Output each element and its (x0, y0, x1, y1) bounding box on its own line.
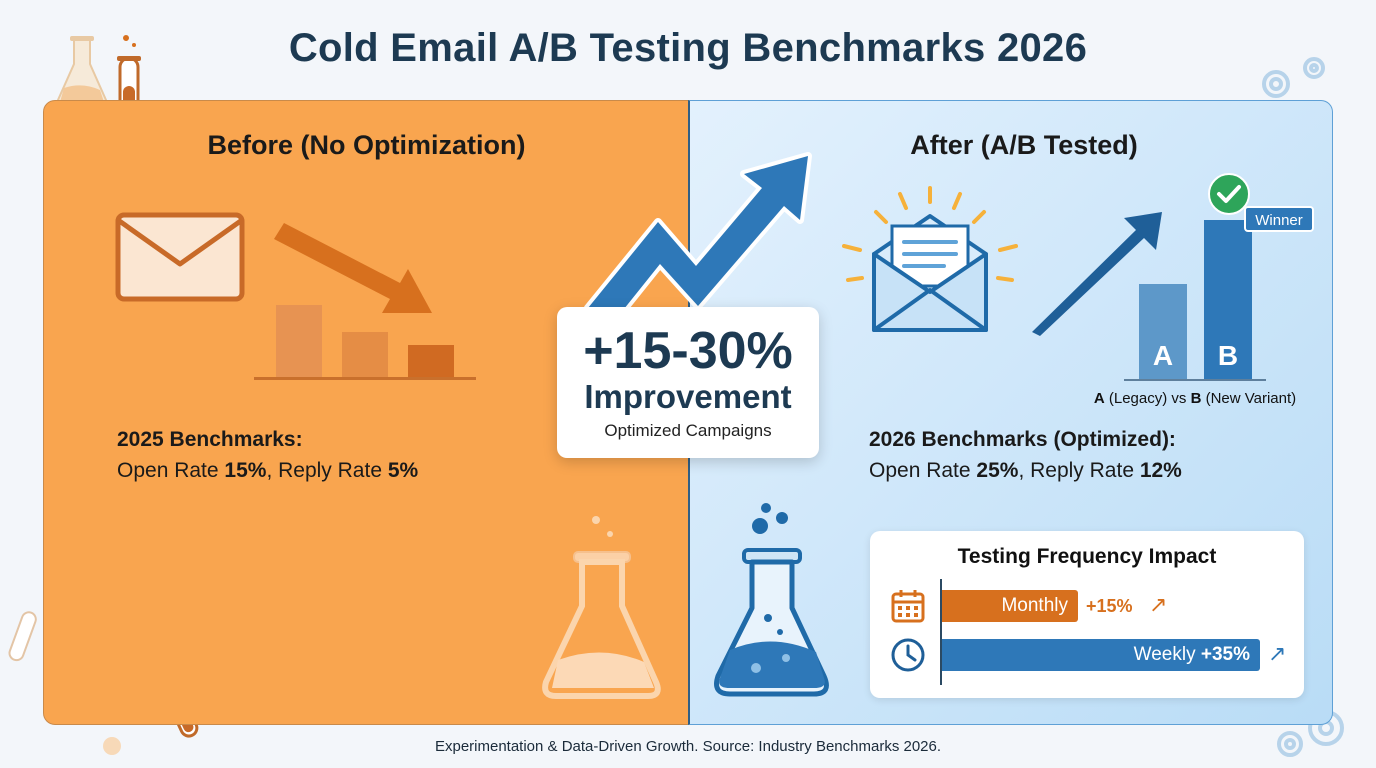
flask-icon (714, 503, 829, 697)
after-reply-value: 12% (1139, 459, 1182, 482)
before-open-label: Open Rate (117, 459, 225, 482)
improvement-label: Improvement (584, 378, 792, 415)
gear-icon-top-right (1262, 57, 1325, 98)
ab-caption: A (Legacy) vs B (New Variant) (1066, 390, 1324, 407)
improvement-card: +15-30% Improvement Optimized Campaigns (557, 307, 819, 458)
bar-b-label: B (1217, 340, 1239, 371)
caption-b-desc: (New Variant) (1201, 390, 1297, 407)
up-trend-arrow-icon (584, 152, 812, 318)
page-title: Cold Email A/B Testing Benchmarks 2026 (288, 26, 1088, 70)
caption-a: A (1093, 390, 1105, 407)
ab-baseline (1124, 379, 1266, 381)
after-sep: , (1018, 459, 1031, 482)
monthly-bar: Monthly (942, 590, 1078, 622)
bar-b (1204, 220, 1252, 380)
improvement-sublabel: Optimized Campaigns (604, 421, 772, 441)
weekly-value: +35% (1200, 644, 1250, 665)
calendar-icon (891, 590, 925, 623)
before-sep: , (266, 459, 279, 482)
caption-a-desc: (Legacy) vs (1104, 390, 1191, 407)
monthly-up-arrow-icon: ↗ (1149, 592, 1168, 617)
before-benchmark-rates: Open Rate 15%, Reply Rate 5% (117, 459, 418, 483)
after-benchmark-title: 2026 Benchmarks (Optimized): (869, 428, 1176, 451)
weekly-bar: Weekly +35% (942, 639, 1260, 671)
bar-a (1139, 284, 1187, 380)
after-benchmark-rates: Open Rate 25%, Reply Rate 12% (869, 459, 1182, 483)
bar-a-label: A (1152, 340, 1174, 371)
frequency-title: Testing Frequency Impact (957, 545, 1217, 568)
monthly-value: +15% (1086, 596, 1133, 616)
before-heading: Before (No Optimization) (207, 130, 526, 160)
open-envelope-icon (842, 186, 1018, 332)
envelope-icon (115, 212, 245, 302)
clock-icon (891, 638, 925, 672)
frequency-axis (940, 579, 942, 685)
before-reply-value: 5% (387, 459, 419, 482)
flask-icon-left-faded (542, 516, 661, 699)
before-benchmark-title: 2025 Benchmarks: (117, 428, 303, 451)
down-trend-arrow-icon (254, 223, 476, 380)
up-trend-arrow-icon-right (1032, 212, 1162, 336)
after-heading: After (A/B Tested) (910, 130, 1138, 160)
after-open-value: 25% (976, 459, 1019, 482)
caption-b: B (1190, 390, 1202, 407)
before-reply-label: Reply Rate (278, 459, 388, 482)
weekly-label: Weekly (1133, 644, 1196, 665)
after-open-label: Open Rate (869, 459, 977, 482)
testing-frequency-card: Testing Frequency Impact Monthly +15% ↗ … (870, 531, 1304, 698)
improvement-value: +15-30% (583, 322, 793, 380)
after-reply-label: Reply Rate (1030, 459, 1140, 482)
footer-source: Experimentation & Data-Driven Growth. So… (434, 738, 942, 755)
before-open-value: 15% (224, 459, 267, 482)
weekly-up-arrow-icon: ↗ (1268, 641, 1287, 666)
check-badge-icon (1208, 173, 1250, 215)
winner-badge: Winner (1244, 206, 1314, 232)
